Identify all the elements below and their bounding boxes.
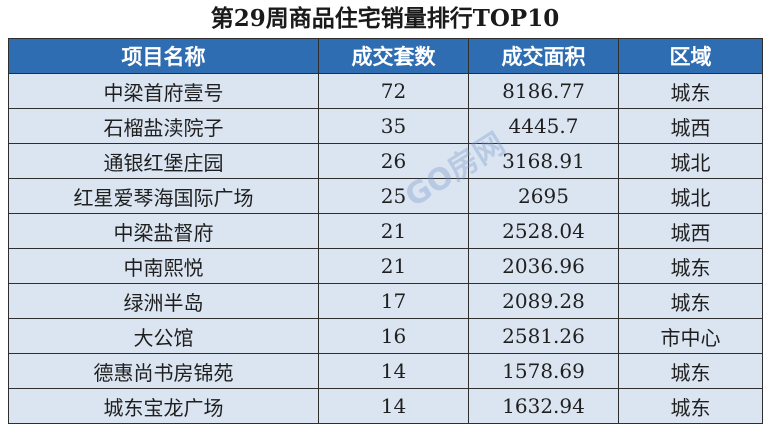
units-sold-cell: 35 [318,108,469,144]
area-sold-cell: 1632.94 [468,388,619,424]
project-name-cell: 红星爱琴海国际广场 [8,178,319,214]
project-name-cell: 德惠尚书房锦苑 [8,353,319,389]
district-cell: 城北 [618,143,763,179]
table-row: 德惠尚书房锦苑 14 1578.69 城东 [8,353,763,389]
header-project-name: 项目名称 [8,38,319,74]
units-sold-cell: 21 [318,213,469,249]
project-name-cell: 绿洲半岛 [8,283,319,319]
project-name-cell: 中梁首府壹号 [8,73,319,109]
project-name-cell: 石榴盐渎院子 [8,108,319,144]
area-sold-cell: 2581.26 [468,318,619,354]
project-name-cell: 大公馆 [8,318,319,354]
units-sold-cell: 72 [318,73,469,109]
project-name-cell: 城东宝龙广场 [8,388,319,424]
district-cell: 城东 [618,248,763,284]
area-sold-cell: 1578.69 [468,353,619,389]
district-cell: 城北 [618,178,763,214]
district-cell: 城东 [618,353,763,389]
header-units-sold: 成交套数 [318,38,469,74]
units-sold-cell: 14 [318,353,469,389]
area-sold-cell: 8186.77 [468,73,619,109]
units-sold-cell: 16 [318,318,469,354]
area-sold-cell: 2695 [468,178,619,214]
district-cell: 城西 [618,213,763,249]
table-row: 中梁盐督府 21 2528.04 城西 [8,213,763,249]
header-area-sold: 成交面积 [468,38,619,74]
district-cell: 市中心 [618,318,763,354]
units-sold-cell: 17 [318,283,469,319]
units-sold-cell: 14 [318,388,469,424]
area-sold-cell: 2528.04 [468,213,619,249]
area-sold-cell: 2089.28 [468,283,619,319]
project-name-cell: 中梁盐督府 [8,213,319,249]
units-sold-cell: 25 [318,178,469,214]
units-sold-cell: 26 [318,143,469,179]
district-cell: 城东 [618,388,763,424]
area-sold-cell: 2036.96 [468,248,619,284]
table-row: 绿洲半岛 17 2089.28 城东 [8,283,763,319]
area-sold-cell: 3168.91 [468,143,619,179]
page-title: 第29周商品住宅销量排行TOP10 [210,5,560,32]
district-cell: 城西 [618,108,763,144]
table-row: 通银红堡庄园 26 3168.91 城北 [8,143,763,179]
area-sold-cell: 4445.7 [468,108,619,144]
district-cell: 城东 [618,283,763,319]
header-district: 区域 [618,38,763,74]
table-row: 城东宝龙广场 14 1632.94 城东 [8,388,763,424]
table-row: 中南熙悦 21 2036.96 城东 [8,248,763,284]
table-row: 石榴盐渎院子 35 4445.7 城西 [8,108,763,144]
table-row: 中梁首府壹号 72 8186.77 城东 [8,73,763,109]
table-row: 大公馆 16 2581.26 市中心 [8,318,763,354]
table-row: 红星爱琴海国际广场 25 2695 城北 [8,178,763,214]
project-name-cell: 通银红堡庄园 [8,143,319,179]
district-cell: 城东 [618,73,763,109]
sales-ranking-table: 项目名称 成交套数 成交面积 区域 中梁首府壹号 72 8186.77 城东 石… [8,38,763,424]
project-name-cell: 中南熙悦 [8,248,319,284]
table-header-row: 项目名称 成交套数 成交面积 区域 [8,38,763,74]
units-sold-cell: 21 [318,248,469,284]
